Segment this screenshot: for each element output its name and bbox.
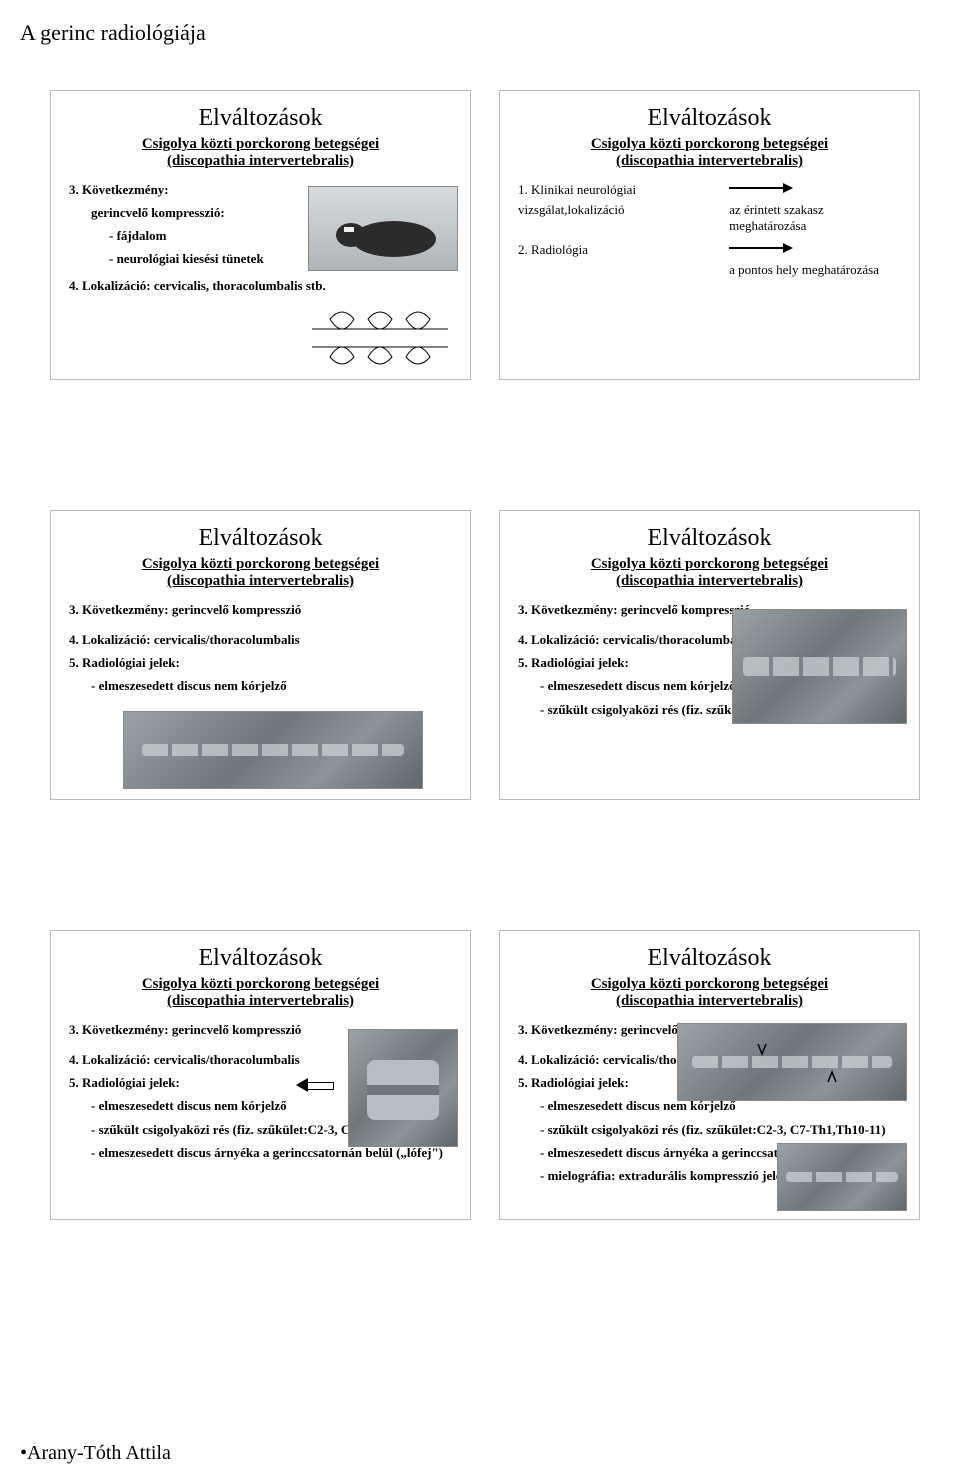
slide-heading: Elváltozások xyxy=(518,525,901,552)
slide-heading: Elváltozások xyxy=(69,525,452,552)
xray-image xyxy=(348,1029,458,1147)
xray-image xyxy=(123,711,423,789)
slide-sub1: Csigolya közti porckorong betegségei xyxy=(518,136,901,153)
text-line: - elmeszesedett discus nem kórjelző xyxy=(69,676,452,696)
pointer-arrow-icon xyxy=(296,1079,340,1091)
slide-sub2: (discopathia intervertebralis) xyxy=(518,153,901,170)
slide-body: 3. Következmény: gerincvelő kompresszió … xyxy=(69,600,452,697)
xray-image xyxy=(677,1023,907,1101)
slide-sub2: (discopathia intervertebralis) xyxy=(518,993,901,1010)
slide-sub1: Csigolya közti porckorong betegségei xyxy=(518,976,901,993)
slide-grid: Elváltozások Csigolya közti porckorong b… xyxy=(50,90,920,1220)
xray-image xyxy=(732,609,907,724)
slide-sub1: Csigolya közti porckorong betegségei xyxy=(69,556,452,573)
slide-6: Elváltozások Csigolya közti porckorong b… xyxy=(499,930,920,1220)
slide-2: Elváltozások Csigolya közti porckorong b… xyxy=(499,90,920,380)
slide-5: Elváltozások Csigolya közti porckorong b… xyxy=(50,930,471,1220)
arrow-markers-icon xyxy=(678,1024,908,1102)
slide-sub1: Csigolya közti porckorong betegségei xyxy=(69,136,452,153)
slide-heading: Elváltozások xyxy=(69,945,452,972)
slide-heading: Elváltozások xyxy=(518,945,901,972)
slide-1: Elváltozások Csigolya közti porckorong b… xyxy=(50,90,471,380)
vertebra-icon xyxy=(349,1030,459,1148)
text-line: 3. Következmény: gerincvelő kompresszió xyxy=(69,600,452,620)
slide-sub1: Csigolya közti porckorong betegségei xyxy=(518,556,901,573)
dog-icon xyxy=(309,187,459,272)
dog-photo xyxy=(308,186,458,271)
text-line: 2. Radiológia xyxy=(518,240,717,260)
slide-heading: Elváltozások xyxy=(69,105,452,132)
text-line: - szűkült csigolyaközi rés (fiz. szűküle… xyxy=(518,1120,901,1140)
slide-sub2: (discopathia intervertebralis) xyxy=(69,573,452,590)
slide-sub2: (discopathia intervertebralis) xyxy=(69,993,452,1010)
arrow-icon xyxy=(729,184,793,192)
slide-sub2: (discopathia intervertebralis) xyxy=(518,573,901,590)
slide-4: Elváltozások Csigolya közti porckorong b… xyxy=(499,510,920,800)
footer-author: •Arany-Tóth Attila xyxy=(20,1442,171,1465)
xray-image xyxy=(777,1143,907,1211)
slide-body: 1. Klinikai neurológiai vizsgálat,lokali… xyxy=(518,180,901,278)
arrow-icon xyxy=(729,244,793,252)
page-title: A gerinc radiológiája xyxy=(20,20,206,46)
slide-heading: Elváltozások xyxy=(518,105,901,132)
text-line: az érintett szakasz meghatározása xyxy=(729,202,901,234)
text-line: 4. Lokalizáció: cervicalis, thoracolumba… xyxy=(69,276,452,296)
text-line: 5. Radiológiai jelek: xyxy=(69,653,452,673)
slide-sub1: Csigolya közti porckorong betegségei xyxy=(69,976,452,993)
text-line: 4. Lokalizáció: cervicalis/thoracolumbal… xyxy=(69,630,452,650)
text-line: 1. Klinikai neurológiai vizsgálat,lokali… xyxy=(518,180,717,220)
slide-3: Elváltozások Csigolya közti porckorong b… xyxy=(50,510,471,800)
text-line: a pontos hely meghatározása xyxy=(729,262,901,278)
vertebra-sketch xyxy=(310,299,450,369)
slide-sub2: (discopathia intervertebralis) xyxy=(69,153,452,170)
